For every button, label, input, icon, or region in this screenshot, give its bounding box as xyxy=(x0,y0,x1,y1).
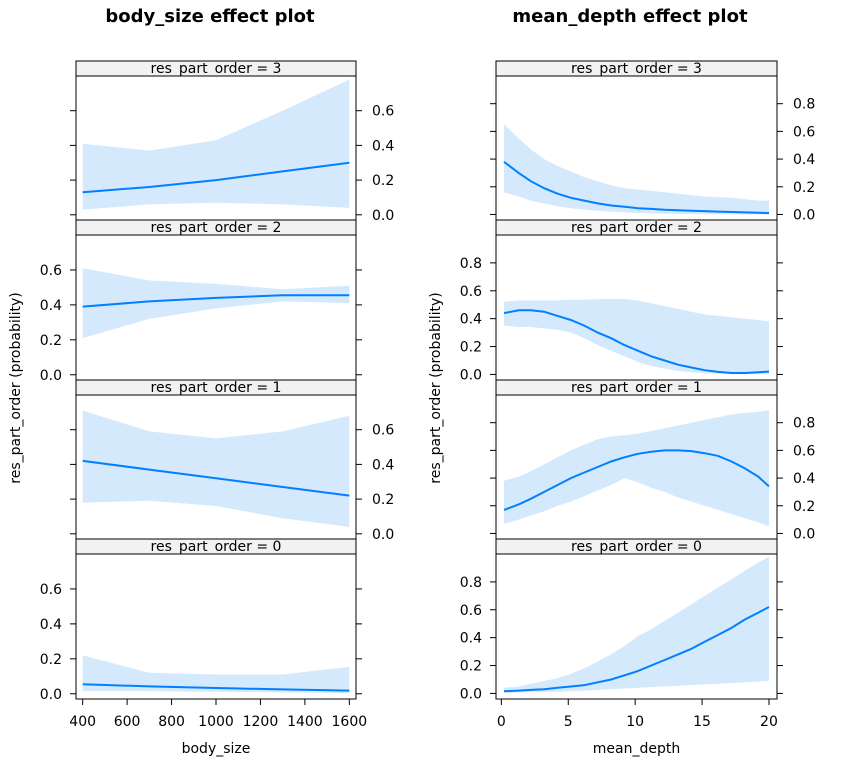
panel-strip-label: res_part_order = 1 xyxy=(151,380,282,396)
y-tick-label: 0.6 xyxy=(460,603,482,619)
confidence-band xyxy=(82,268,350,339)
fit-line xyxy=(503,449,770,511)
x-tick-label: 15 xyxy=(693,714,711,730)
x-tick-label: 1600 xyxy=(332,714,368,730)
y-tick-label: 0.2 xyxy=(460,659,482,675)
panel-4: res_part_order = 0 0.0 0.2 0.4 0.6 xyxy=(40,538,362,703)
y-tick-label: 0.6 xyxy=(372,104,394,120)
y-tick-label: 0.4 xyxy=(372,138,394,154)
fit-line xyxy=(82,459,350,497)
x-axis-label: body_size xyxy=(182,741,251,757)
x-tick-label: 0 xyxy=(497,714,506,730)
x-tick-label: 1000 xyxy=(198,714,234,730)
panel-strip-label: res_part_order = 2 xyxy=(571,220,702,236)
x-tick-label: 1400 xyxy=(287,714,323,730)
y-tick-label: 0.0 xyxy=(40,687,62,703)
chart-1: body_size effect plot res_part_order (pro… xyxy=(8,6,394,757)
panel-strip-label: res_part_order = 2 xyxy=(151,220,282,236)
confidence-band xyxy=(504,410,769,527)
confidence-band xyxy=(82,79,350,210)
panel-2: res_part_order = 2 0.0 0.2 0.4 0.6 0.8 xyxy=(460,219,783,383)
y-tick-label: 0.8 xyxy=(793,97,815,113)
y-tick-label: 0.6 xyxy=(40,582,62,598)
y-tick-label: 0.0 xyxy=(372,208,394,224)
panel-strip-label: res_part_order = 1 xyxy=(571,380,702,396)
y-tick-label: 0.0 xyxy=(793,207,815,223)
x-tick-label: 10 xyxy=(626,714,644,730)
panel-4: res_part_order = 0 0.0 0.2 0.4 0.6 0.8 xyxy=(460,538,783,702)
y-tick-label: 0.2 xyxy=(40,333,62,349)
confidence-band xyxy=(504,299,769,375)
panel-1: res_part_order = 3 0.0 0.2 0.4 0.6 xyxy=(70,60,394,224)
fit-line xyxy=(503,161,770,215)
y-axis-label: res_part_order (probability) xyxy=(428,292,444,483)
x-tick-label: 5 xyxy=(564,714,573,730)
y-tick-label: 0.6 xyxy=(40,263,62,279)
panel-3: res_part_order = 1 0.0 0.2 0.4 0.6 0.8 xyxy=(490,379,815,542)
y-tick-label: 0.6 xyxy=(372,423,394,439)
x-tick-label: 400 xyxy=(69,714,96,730)
y-tick-label: 0.2 xyxy=(372,492,394,508)
chart-2: mean_depth effect plot res_part_order (pr… xyxy=(428,6,815,757)
panel-frame xyxy=(495,553,778,700)
panel-strip-label: res_part_order = 0 xyxy=(151,539,282,555)
x-tick-label: 600 xyxy=(114,714,141,730)
y-tick-label: 0.4 xyxy=(460,631,482,647)
y-tick-label: 0.6 xyxy=(793,124,815,140)
y-tick-label: 0.4 xyxy=(793,471,815,487)
y-tick-label: 0.2 xyxy=(793,499,815,515)
y-tick-label: 0.8 xyxy=(793,416,815,432)
y-tick-label: 0.0 xyxy=(460,686,482,702)
panel-2: res_part_order = 2 0.0 0.2 0.4 0.6 xyxy=(40,219,362,384)
y-tick-label: 0.2 xyxy=(460,340,482,356)
y-tick-label: 0.8 xyxy=(460,256,482,272)
y-tick-label: 0.2 xyxy=(40,652,62,668)
y-tick-label: 0.6 xyxy=(460,284,482,300)
y-tick-label: 0.8 xyxy=(460,575,482,591)
fit-line xyxy=(82,683,350,692)
confidence-band xyxy=(504,556,769,693)
confidence-band xyxy=(504,124,769,215)
panel-3: res_part_order = 1 0.0 0.2 0.4 0.6 xyxy=(70,379,394,543)
panel-strip-label: res_part_order = 3 xyxy=(571,61,702,77)
y-tick-label: 0.2 xyxy=(793,180,815,196)
y-axis-label: res_part_order (probability) xyxy=(8,292,24,483)
x-tick-label: 20 xyxy=(760,714,778,730)
x-axis-label: mean_depth xyxy=(593,741,680,757)
panel-strip-label: res_part_order = 0 xyxy=(571,539,702,555)
confidence-band xyxy=(82,655,350,694)
y-tick-label: 0.4 xyxy=(460,312,482,328)
y-tick-label: 0.4 xyxy=(40,617,62,633)
panel-1: res_part_order = 3 0.0 0.2 0.4 0.6 0.8 xyxy=(490,60,815,223)
x-tick-label: 800 xyxy=(158,714,185,730)
fit-line xyxy=(503,606,770,693)
fit-line xyxy=(82,161,350,194)
y-tick-label: 0.0 xyxy=(40,368,62,384)
fit-line xyxy=(503,309,770,374)
fit-line xyxy=(82,294,350,308)
y-tick-label: 0.0 xyxy=(460,367,482,383)
y-tick-label: 0.4 xyxy=(40,298,62,314)
y-tick-label: 0.0 xyxy=(372,527,394,543)
chart-title: mean_depth effect plot xyxy=(512,6,748,27)
x-tick-label: 1200 xyxy=(243,714,279,730)
y-tick-label: 0.2 xyxy=(372,173,394,189)
y-tick-label: 0.6 xyxy=(793,443,815,459)
panel-strip-label: res_part_order = 3 xyxy=(151,61,282,77)
y-tick-label: 0.4 xyxy=(793,152,815,168)
chart-title: body_size effect plot xyxy=(105,6,315,27)
y-tick-label: 0.0 xyxy=(793,526,815,542)
confidence-band xyxy=(82,410,350,527)
y-tick-label: 0.4 xyxy=(372,457,394,473)
